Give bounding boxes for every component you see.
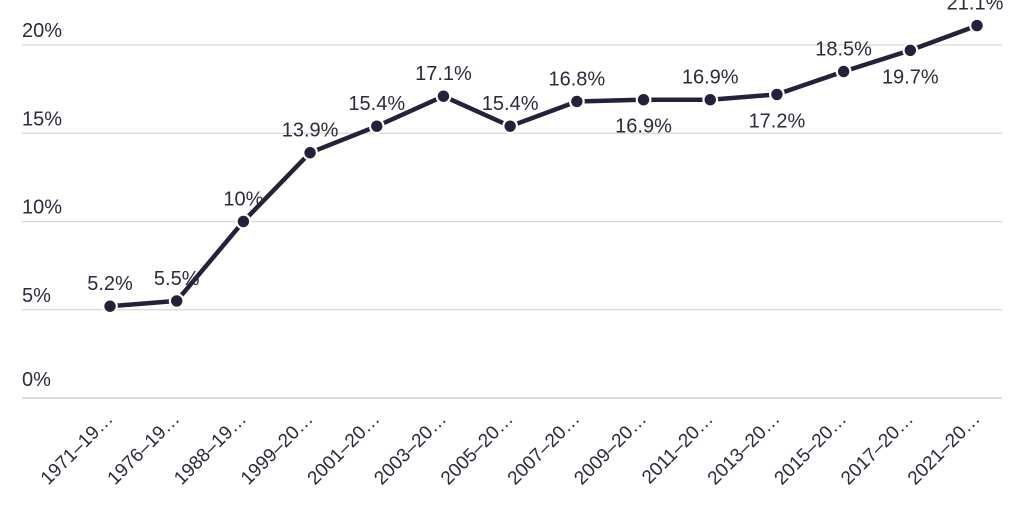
data-label-8: 16.9% — [615, 116, 672, 138]
data-point-1 — [168, 293, 185, 309]
data-label-7: 16.8% — [548, 68, 605, 90]
data-point-2 — [235, 213, 252, 230]
data-label-2: 10% — [223, 189, 263, 211]
data-label-4: 15.4% — [348, 93, 405, 115]
data-label-9: 16.9% — [682, 67, 739, 89]
data-point-3 — [302, 144, 318, 161]
y-tick-label-1: 5% — [22, 285, 51, 307]
x-tick-label-13: 2021–20… — [904, 409, 985, 490]
y-tick-label-2: 10% — [22, 197, 62, 219]
data-point-4 — [368, 118, 385, 135]
data-point-13 — [969, 17, 985, 34]
data-labels: 5.2% 5.5% 10% 13.9% 15.4% 17.1% 15.4% 16.8% 16.9… — [87, 0, 1003, 295]
data-label-10: 17.2% — [749, 110, 806, 132]
data-point-10 — [769, 86, 785, 103]
data-label-12: 19.7% — [882, 66, 939, 88]
data-point-9 — [702, 91, 719, 108]
y-tick-label-0: 0% — [22, 369, 51, 391]
data-point-6 — [502, 118, 519, 135]
data-label-0: 5.2% — [87, 273, 133, 295]
data-point-11 — [835, 63, 852, 80]
data-points — [102, 17, 985, 315]
data-point-12 — [902, 42, 919, 59]
data-point-0 — [102, 298, 118, 315]
x-axis-labels: 1971–19…1976–19…1988–19…1999–20…2001–20…… — [37, 409, 985, 490]
y-axis-labels: 0% 5% 10% 15% 20% — [22, 20, 62, 391]
data-label-5: 17.1% — [415, 63, 472, 85]
series-line — [107, 23, 980, 309]
data-label-11: 18.5% — [815, 38, 872, 60]
data-label-6: 15.4% — [482, 93, 539, 115]
data-label-3: 13.9% — [282, 120, 339, 142]
data-point-5 — [435, 88, 452, 105]
data-point-8 — [635, 91, 652, 108]
x-tick-label-8: 2009–20… — [570, 409, 651, 490]
data-label-1: 5.5% — [154, 268, 200, 290]
gridlines — [22, 44, 1002, 399]
y-tick-label-3: 15% — [22, 108, 62, 130]
data-point-7 — [568, 93, 585, 110]
data-label-13: 21.1% — [947, 0, 1004, 15]
series-line-group — [107, 23, 980, 309]
y-tick-label-4: 20% — [22, 20, 62, 42]
